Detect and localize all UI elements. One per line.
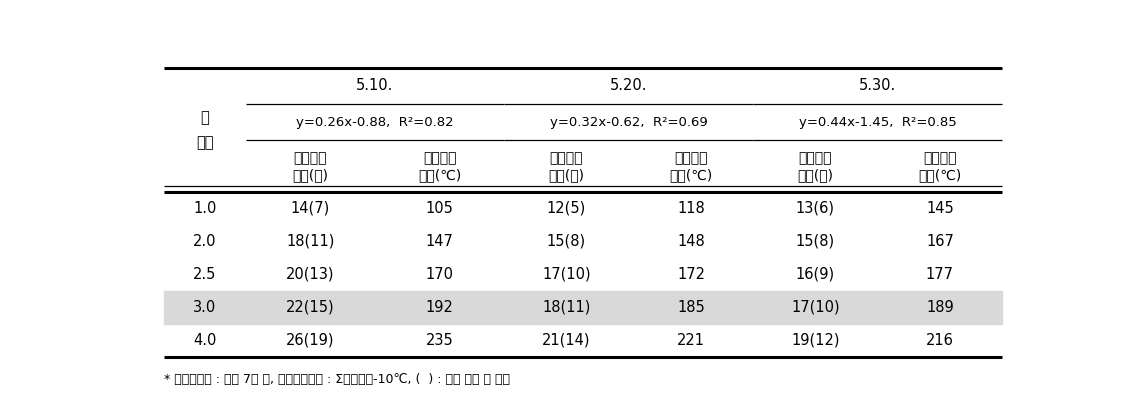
- Text: 12(5): 12(5): [547, 201, 586, 216]
- Text: 엽령: 엽령: [196, 135, 214, 150]
- Text: 185: 185: [677, 300, 704, 315]
- Text: y=0.32x-0.62,  R²=0.69: y=0.32x-0.62, R²=0.69: [550, 115, 708, 129]
- Text: 15(8): 15(8): [795, 234, 835, 249]
- Text: 유효적산: 유효적산: [674, 151, 708, 165]
- Text: 148: 148: [677, 234, 704, 249]
- Text: 피: 피: [200, 110, 209, 125]
- Text: 20(13): 20(13): [286, 267, 335, 282]
- Text: 13(6): 13(6): [795, 201, 835, 216]
- Text: 일수(일): 일수(일): [549, 168, 585, 182]
- Text: y=0.26x-0.88,  R²=0.82: y=0.26x-0.88, R²=0.82: [296, 115, 454, 129]
- Text: 118: 118: [677, 201, 704, 216]
- Text: 26(19): 26(19): [286, 333, 335, 348]
- Text: y=0.44x-1.45,  R²=0.85: y=0.44x-1.45, R²=0.85: [799, 115, 957, 129]
- Text: 22(15): 22(15): [286, 300, 335, 315]
- Text: 유효적산: 유효적산: [423, 151, 456, 165]
- Text: 18(11): 18(11): [286, 234, 335, 249]
- Text: 105: 105: [426, 201, 454, 216]
- Text: 15(8): 15(8): [547, 234, 586, 249]
- Text: 17(10): 17(10): [791, 300, 840, 315]
- Text: 189: 189: [926, 300, 954, 315]
- Text: 5.10.: 5.10.: [356, 78, 394, 93]
- Text: 일수(일): 일수(일): [292, 168, 329, 182]
- Text: 21(14): 21(14): [542, 333, 591, 348]
- Text: 192: 192: [426, 300, 454, 315]
- Text: * 써레질시기 : 파종 7일 전, 유효적산온도 : Σ평균온도-10℃, (  ) : 복씨 파종 후 일수: * 써레질시기 : 파종 7일 전, 유효적산온도 : Σ평균온도-10℃, (…: [164, 373, 510, 386]
- Text: 19(12): 19(12): [791, 333, 840, 348]
- Text: 170: 170: [426, 267, 454, 282]
- Text: 167: 167: [926, 234, 954, 249]
- Text: 5.20.: 5.20.: [610, 78, 648, 93]
- Text: 유효적산: 유효적산: [923, 151, 957, 165]
- Text: 온도(℃): 온도(℃): [918, 168, 962, 182]
- Text: 써레질후: 써레질후: [799, 151, 832, 165]
- Text: 14(7): 14(7): [290, 201, 330, 216]
- Text: 147: 147: [426, 234, 454, 249]
- Text: 221: 221: [677, 333, 704, 348]
- Text: 써레질후: 써레질후: [294, 151, 327, 165]
- Text: 145: 145: [926, 201, 954, 216]
- Text: 일수(일): 일수(일): [798, 168, 833, 182]
- Text: 1.0: 1.0: [193, 201, 216, 216]
- Text: 2.5: 2.5: [193, 267, 216, 282]
- Text: 16(9): 16(9): [795, 267, 835, 282]
- Text: 2.0: 2.0: [193, 234, 216, 249]
- Text: 17(10): 17(10): [542, 267, 591, 282]
- Bar: [164, 291, 1003, 324]
- Text: 온도(℃): 온도(℃): [418, 168, 461, 182]
- Text: 5.30.: 5.30.: [859, 78, 897, 93]
- Text: 177: 177: [926, 267, 954, 282]
- Text: 18(11): 18(11): [543, 300, 591, 315]
- Text: 216: 216: [926, 333, 954, 348]
- Text: 온도(℃): 온도(℃): [669, 168, 712, 182]
- Text: 3.0: 3.0: [193, 300, 216, 315]
- Text: 4.0: 4.0: [193, 333, 216, 348]
- Text: 172: 172: [677, 267, 704, 282]
- Text: 써레질후: 써레질후: [550, 151, 583, 165]
- Text: 235: 235: [426, 333, 453, 348]
